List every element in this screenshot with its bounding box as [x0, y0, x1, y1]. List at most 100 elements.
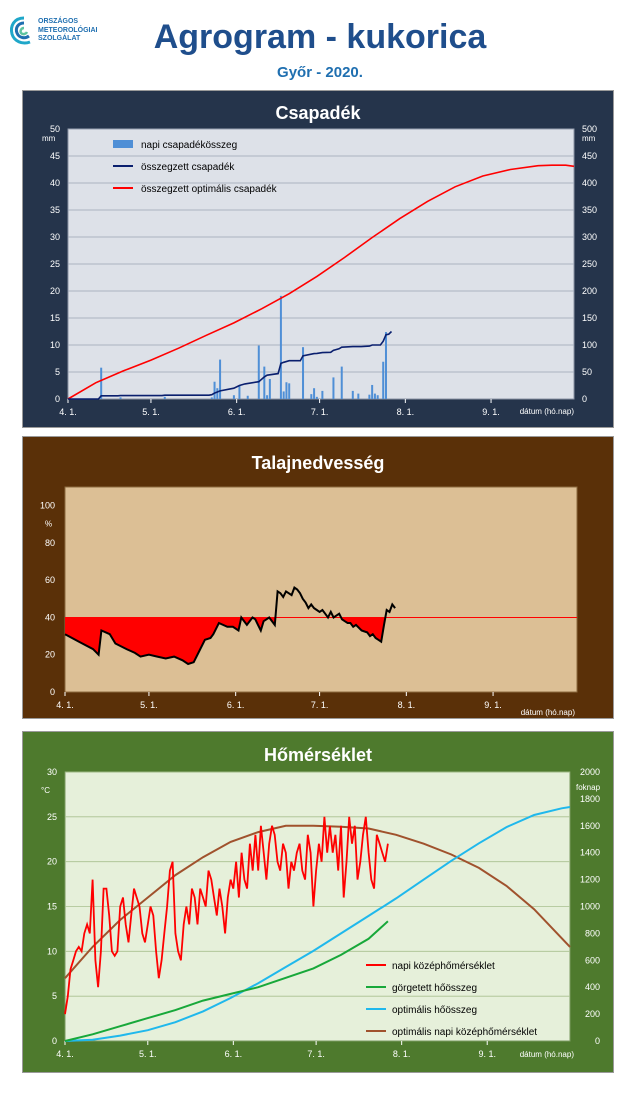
- y-tick-label: 30: [50, 232, 60, 242]
- deficit-area: [65, 617, 396, 664]
- y-right-tick-label: 800: [585, 928, 600, 938]
- rolling-heat-sum-line: [64, 920, 389, 1042]
- precip-bar: [371, 384, 374, 399]
- chart-title: Talajnedvesség: [251, 453, 385, 473]
- y-right-tick-label: 100: [582, 340, 597, 350]
- precip-bar: [302, 347, 305, 399]
- x-tick-label: 8. 1.: [398, 700, 416, 710]
- x-tick-label: 6. 1.: [228, 407, 246, 417]
- soil-moisture-panel: Talajnedvesség 0 20 40 60 80 100% 4. 1. 5. 1. 6.…: [22, 436, 614, 719]
- precip-bar: [376, 395, 379, 399]
- temperature-chart: 0 5 10 15 20 25 30 0 200 400 600 800 1000 1200 1400 160…: [41, 767, 601, 1059]
- y-axis-unit: °C: [41, 786, 50, 795]
- precip-bar: [373, 393, 376, 399]
- precip-bar: [310, 394, 313, 399]
- precip-bar: [321, 390, 324, 399]
- y-right-tick-label: 1800: [580, 794, 600, 804]
- x-tick-label: 8. 1.: [393, 1049, 411, 1059]
- legend-label: optimális napi középhőmérséklet: [392, 1027, 537, 1038]
- precip-bar: [285, 382, 288, 399]
- y-tick-label: 60: [45, 575, 55, 585]
- y-axis-unit: %: [45, 520, 52, 529]
- y-right-tick-label: 250: [582, 259, 597, 269]
- x-axis-label: dátum (hó.nap): [520, 1050, 575, 1059]
- precip-bar: [266, 395, 269, 399]
- precip-bar: [268, 379, 271, 399]
- x-tick-label: 5. 1.: [140, 700, 158, 710]
- y-right-tick-label: 1200: [580, 875, 600, 885]
- y-right-tick-label: 2000: [580, 767, 600, 777]
- precip-bar: [213, 381, 216, 399]
- precipitation-panel: Csapadék 0 5 10 15 20 25 30 35 40 45 50 0 50 100 150 20…: [22, 90, 614, 428]
- optimal-heat-sum-line: [64, 806, 571, 1042]
- x-tick-label: 8. 1.: [397, 407, 415, 417]
- plot-area: [64, 486, 578, 693]
- y-right-tick-label: 350: [582, 205, 597, 215]
- y-right-tick-label: 200: [585, 1009, 600, 1019]
- x-tick-label: 4. 1.: [56, 700, 74, 710]
- legend-label: összegzett optimális csapadék: [141, 184, 278, 195]
- soil-moisture-line: [64, 586, 396, 666]
- y-right-tick-label: 50: [582, 367, 592, 377]
- chart-title: Csapadék: [275, 103, 361, 123]
- x-tick-label: 4. 1.: [56, 1049, 74, 1059]
- y-tick-label: 100: [40, 501, 55, 511]
- y-tick-label: 5: [55, 367, 60, 377]
- legend-label: összegzett csapadék: [141, 162, 235, 173]
- logo-swirl-icon: [10, 16, 31, 45]
- y-tick-label: 25: [50, 259, 60, 269]
- legend-label: optimális hőösszeg: [392, 1005, 477, 1016]
- y-right-tick-label: 300: [582, 232, 597, 242]
- y-right-tick-label: 1600: [580, 821, 600, 831]
- y-tick-label: 0: [50, 687, 55, 697]
- y-right-axis-unit: mm: [582, 134, 596, 143]
- x-tick-label: 9. 1.: [484, 700, 502, 710]
- precip-bar: [238, 385, 241, 399]
- precipitation-chart: 0510152025303540455005010015020025030035…: [42, 124, 597, 417]
- y-tick-label: 20: [47, 857, 57, 867]
- page-title: Agrogram - kukorica: [153, 18, 487, 56]
- y-right-tick-label: 150: [582, 313, 597, 323]
- y-right-tick-label: 600: [585, 955, 600, 965]
- y-tick-label: 45: [50, 151, 60, 161]
- y-right-tick-label: 400: [585, 982, 600, 992]
- y-right-tick-label: 0: [595, 1036, 600, 1046]
- legend-swatch: [113, 140, 133, 148]
- precip-bar: [232, 395, 235, 399]
- logo-text: ORSZÁGOS METEOROLÓGIAI SZOLGÁLAT: [38, 18, 98, 44]
- precip-bar: [351, 390, 354, 399]
- legend-label: görgetett hőösszeg: [392, 983, 477, 994]
- x-tick-label: 4. 1.: [59, 407, 77, 417]
- page-subtitle: Győr - 2020.: [277, 64, 363, 81]
- y-tick-label: 0: [55, 394, 60, 404]
- precip-bar: [100, 367, 103, 399]
- y-right-tick-label: 500: [582, 124, 597, 134]
- y-tick-label: 35: [50, 205, 60, 215]
- precip-bar: [313, 388, 316, 399]
- precip-bar: [384, 332, 387, 399]
- y-tick-label: 15: [50, 313, 60, 323]
- precip-bar: [357, 393, 360, 399]
- precip-bar: [119, 397, 122, 399]
- y-tick-label: 10: [47, 946, 57, 956]
- x-axis-label: dátum (hó.nap): [521, 708, 576, 717]
- legend-label: napi középhőmérséklet: [392, 961, 495, 972]
- x-tick-label: 9. 1.: [478, 1049, 496, 1059]
- y-right-tick-label: 200: [582, 286, 597, 296]
- y-right-tick-label: 400: [582, 178, 597, 188]
- precip-bar: [246, 395, 249, 399]
- logo-line: METEOROLÓGIAI: [38, 26, 98, 34]
- y-tick-label: 5: [52, 991, 57, 1001]
- precip-bar: [332, 377, 335, 399]
- logo-line: ORSZÁGOS: [38, 18, 79, 25]
- y-tick-label: 20: [50, 286, 60, 296]
- x-tick-label: 6. 1.: [225, 1049, 243, 1059]
- y-tick-label: 0: [52, 1036, 57, 1046]
- precip-bar: [315, 396, 318, 399]
- y-tick-label: 50: [50, 124, 60, 134]
- x-tick-label: 7. 1.: [307, 1049, 325, 1059]
- y-tick-label: 40: [45, 612, 55, 622]
- optimal-daily-temp-line: [64, 824, 571, 979]
- precip-bar: [382, 361, 385, 399]
- y-tick-label: 25: [47, 812, 57, 822]
